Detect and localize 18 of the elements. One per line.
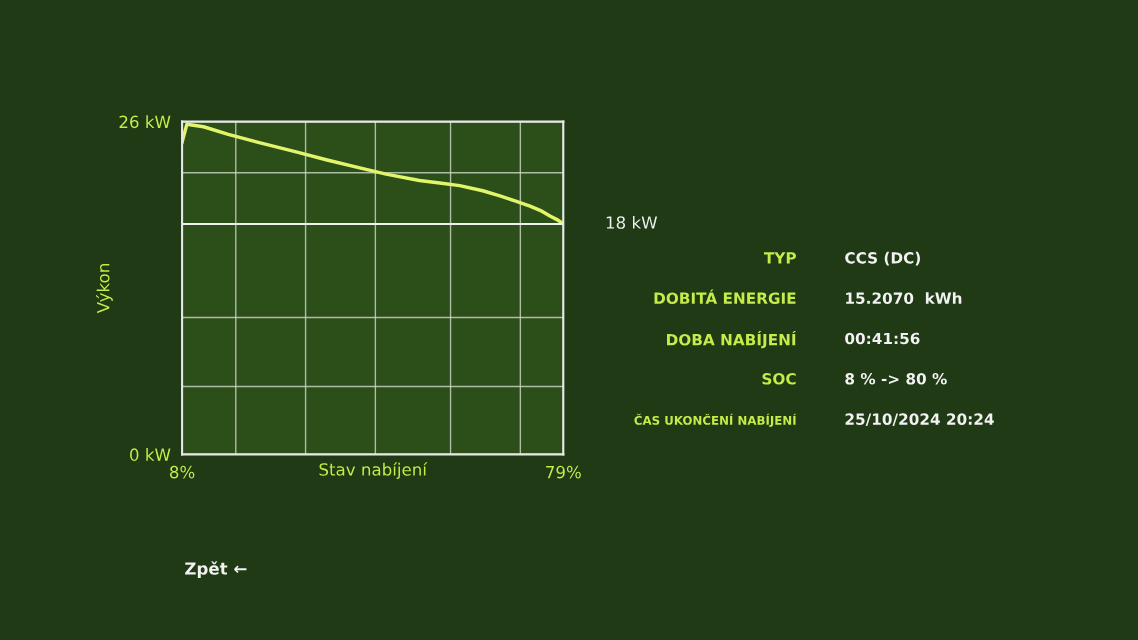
text: 00:41:56 [845, 332, 920, 345]
text: CCS (DC) [845, 251, 920, 266]
text: ČAS UKONČENÍ NABÍJENÍ [634, 413, 797, 428]
text: 8 % -> 80 % [845, 373, 947, 385]
y-tick-label: 0 kW [130, 448, 171, 461]
text: TYP [763, 252, 796, 264]
ref-line-label: 18 kW [606, 215, 658, 229]
text: DOBITÁ ENERGIE [654, 289, 796, 304]
y-tick-label: 26 kW [119, 115, 171, 129]
text: DOBA NABÍJENÍ [667, 331, 797, 349]
x-tick-label: 79% [546, 465, 581, 479]
x-tick-label: 8% [169, 465, 195, 479]
y-axis-title: Výkon [95, 264, 113, 314]
x-axis-title: Stav nabíjení [319, 462, 428, 479]
text: SOC [762, 373, 796, 385]
text: 15.2070 kWh [846, 292, 962, 304]
text: Zpět ← [185, 561, 247, 578]
text: 25/10/2024 20:24 [845, 413, 994, 427]
